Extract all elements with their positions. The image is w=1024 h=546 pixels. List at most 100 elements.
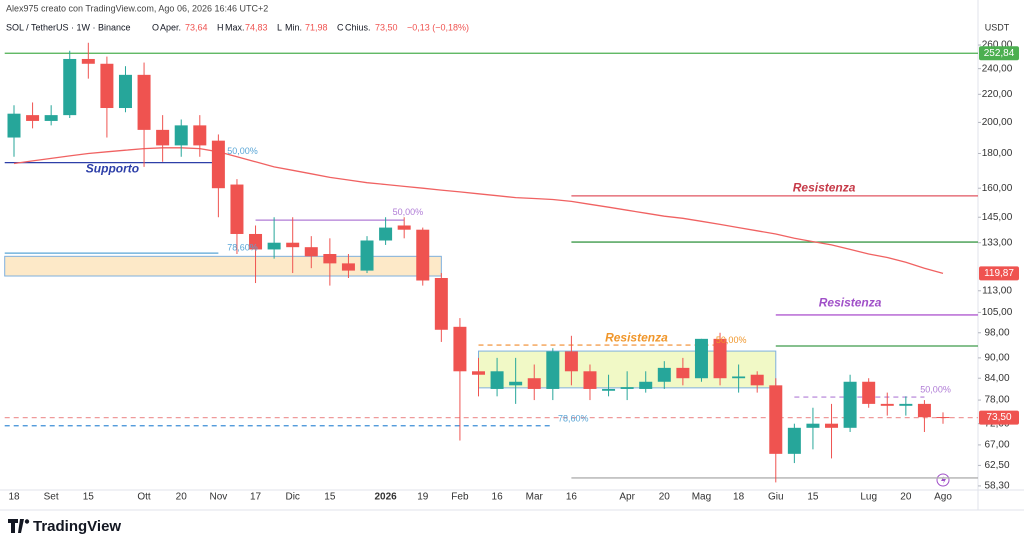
x-tick-label: 15: [324, 492, 336, 503]
candle-body: [509, 381, 523, 386]
annotation: 50,00%: [227, 146, 258, 156]
candle-body: [81, 58, 95, 64]
y-tick-label: 220,00: [982, 89, 1013, 100]
y-tick-label: 98,00: [984, 327, 1009, 338]
candle-body: [472, 371, 485, 375]
candle-body: [732, 376, 746, 379]
candle-body: [416, 229, 430, 281]
y-tick-label: 105,00: [982, 307, 1013, 318]
candle-body: [564, 351, 578, 372]
price-tag: [979, 46, 1019, 61]
candle-body: [676, 367, 690, 379]
candle-body: [137, 74, 151, 130]
y-tick-label: 78,00: [984, 395, 1009, 406]
candle-body: [434, 278, 448, 330]
candle-body: [193, 125, 207, 146]
annotation: 50,00%: [716, 335, 747, 345]
candle-body: [880, 403, 894, 406]
x-tick-label: Apr: [619, 492, 635, 503]
alert-icon[interactable]: [936, 473, 950, 487]
x-tick-label: Set: [44, 492, 59, 503]
annotation: Resistenza: [819, 295, 882, 309]
price-tag-label: 119,87: [984, 268, 1014, 279]
ohlc-value: 71,98: [305, 22, 328, 32]
candle-body: [490, 371, 504, 389]
y-tick-label: 133,00: [982, 237, 1013, 248]
candle-body: [249, 233, 263, 250]
price-tag: [979, 266, 1019, 281]
ohlc-value: 73,64: [185, 22, 208, 32]
ohlc-legend: O Aper. 73,64 H Max. 74,83 L Min. 71,98 C Chius. 73…: [152, 22, 469, 32]
candle-body: [44, 115, 58, 121]
x-tick-label: Ott: [137, 492, 151, 503]
candle-body: [304, 247, 318, 257]
candle-body: [639, 381, 653, 389]
alert-icon: [941, 476, 946, 484]
ohlc-name: Aper.: [160, 22, 181, 32]
price-tag-label: 73,50: [986, 412, 1011, 423]
candle-body: [174, 125, 188, 146]
x-tick-label: 15: [83, 492, 95, 503]
candle-body: [769, 385, 783, 454]
candle-body: [397, 225, 411, 230]
price-tag: [979, 410, 1019, 425]
candle-body: [360, 240, 374, 271]
x-tick-label: Ago: [934, 492, 952, 503]
x-tick-label: 20: [176, 492, 188, 503]
symbol: SOL / TetherUS · 1W · Binance: [6, 22, 131, 32]
annotation: 78,60%: [227, 242, 258, 252]
zone: [4, 255, 442, 277]
candle-body: [936, 417, 950, 419]
price-tag-label: 252,84: [984, 48, 1015, 59]
annotation: Resistenza: [793, 180, 856, 194]
x-tick-label: 15: [807, 492, 819, 503]
y-tick-label: 84,00: [984, 373, 1009, 384]
candle-body: [286, 242, 300, 248]
x-tick-label: 20: [900, 492, 912, 503]
y-tick-label: 160,00: [982, 183, 1013, 194]
x-tick-label: 16: [492, 492, 504, 503]
moving-average: [13, 147, 944, 275]
candle-body: [63, 58, 77, 116]
ohlc-name: Max.: [225, 22, 245, 32]
ohlc-value: 73,50: [375, 22, 398, 32]
annotation: Supporto: [86, 162, 139, 176]
candle-body: [806, 423, 820, 428]
y-tick-label: 113,00: [982, 285, 1012, 296]
candle-body: [694, 338, 708, 379]
candle-body: [453, 326, 467, 372]
currency: USDT: [985, 22, 1010, 32]
y-tick-label: 200,00: [982, 117, 1013, 128]
y-tick-label: 260,00: [982, 40, 1013, 51]
candle-body: [843, 381, 857, 428]
y-tick-label: 58,30: [984, 481, 1009, 492]
logo: [8, 519, 30, 533]
candle-body: [118, 74, 132, 109]
change: −0,13 (−0,18%): [407, 22, 469, 32]
candle-body: [341, 263, 355, 271]
ohlc-value: 74,83: [245, 22, 268, 32]
x-tick-label: Lug: [860, 492, 877, 503]
ohlc-key: L: [277, 22, 282, 32]
candle-body: [787, 427, 801, 454]
candle-body: [267, 242, 281, 250]
candle-body: [26, 115, 40, 121]
ohlc-name: Chius.: [345, 22, 371, 32]
candle-body: [230, 184, 244, 234]
x-tick-label: Giu: [768, 492, 784, 503]
candle-body: [862, 381, 876, 404]
x-tick-label: 18: [8, 492, 20, 503]
ohlc-key: H: [217, 22, 224, 32]
x-tick-label: Mag: [692, 492, 711, 503]
candle-body: [156, 129, 170, 146]
candle-body: [825, 423, 839, 428]
candle-body: [7, 113, 21, 138]
candle-body: [750, 374, 764, 386]
candle-body: [657, 367, 671, 382]
candle-body: [323, 254, 337, 264]
x-tick-label: 17: [250, 492, 262, 503]
candle-body: [620, 387, 634, 389]
annotation: Resistenza: [605, 330, 668, 344]
annotation: 50,00%: [920, 384, 951, 394]
